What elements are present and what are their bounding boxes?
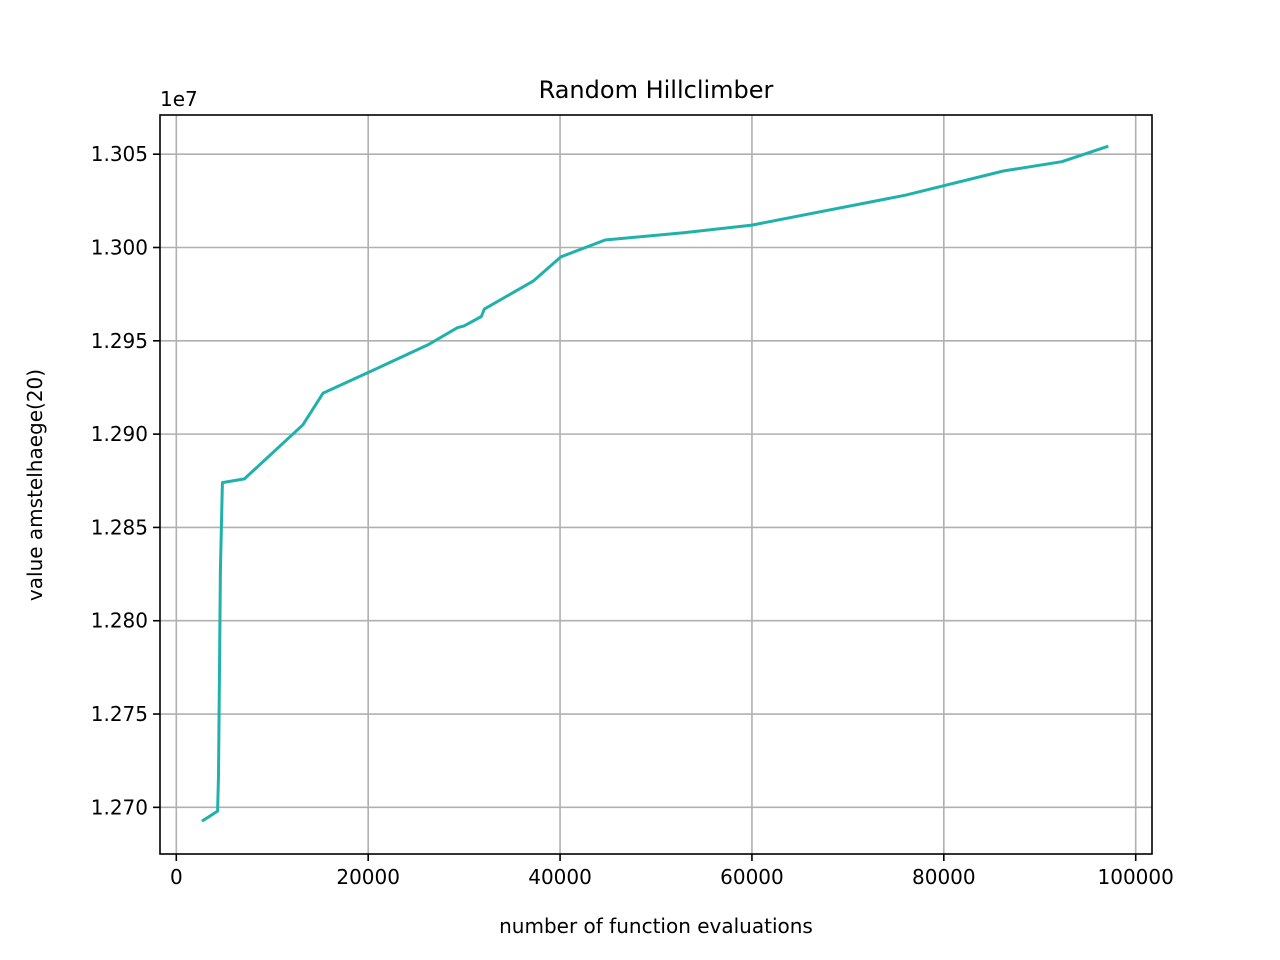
x-axis: 0 20000 40000 60000 80000 100000	[170, 854, 1174, 889]
y-offset-label: 1e7	[160, 87, 198, 111]
series-line	[201, 144, 1109, 823]
plot-frame	[159, 114, 1153, 855]
y-tick-label: 1.300	[91, 235, 148, 259]
y-tick-label: 1.275	[91, 702, 148, 726]
y-tick-label: 1.290	[91, 422, 148, 446]
x-axis-label: number of function evaluations	[499, 914, 813, 938]
y-axis: 1.270 1.275 1.280 1.285 1.290 1.295 1.300 1.305	[91, 142, 160, 819]
x-tick-label: 80000	[912, 865, 976, 889]
x-tick-label: 60000	[720, 865, 784, 889]
x-tick-label: 40000	[528, 865, 592, 889]
y-tick-label: 1.305	[91, 142, 148, 166]
series-layer	[201, 144, 1109, 823]
x-tick-label: 20000	[336, 865, 400, 889]
y-tick-label: 1.270	[91, 795, 148, 819]
x-tick-label: 0	[170, 865, 183, 889]
chart-title: Random Hillclimber	[539, 76, 774, 104]
x-tick-label: 100000	[1098, 865, 1174, 889]
y-tick-label: 1.295	[91, 329, 148, 353]
y-axis-label: value amstelhaege(20)	[23, 369, 47, 601]
y-tick-label: 1.285	[91, 515, 148, 539]
grid	[160, 115, 1152, 854]
y-tick-label: 1.280	[91, 609, 148, 633]
